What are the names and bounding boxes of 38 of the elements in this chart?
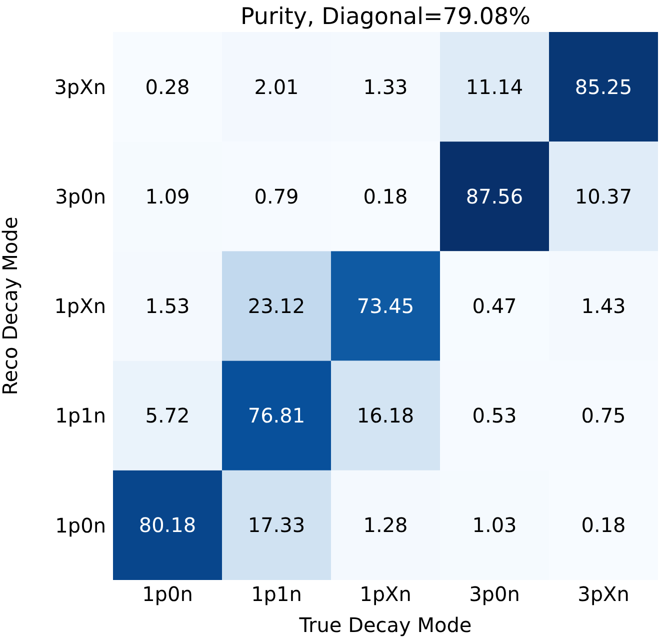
data-label: 0.28 — [145, 74, 190, 99]
data-label: 1.53 — [145, 294, 190, 318]
x-tick-label: 3p0n — [469, 582, 520, 606]
data-label: 5.72 — [145, 404, 190, 428]
y-tick-label: 1p1n — [55, 404, 106, 428]
x-tick-label: 1p1n — [251, 582, 302, 606]
data-label: 1.09 — [145, 184, 190, 208]
data-label: 1.28 — [363, 513, 408, 538]
chart-title: Purity, Diagonal=79.08% — [239, 4, 532, 30]
data-label: 76.81 — [248, 404, 306, 428]
y-tick-label: 3p0n — [55, 184, 106, 208]
data-label: 0.53 — [472, 404, 517, 428]
data-label: 85.25 — [574, 74, 632, 99]
y-tick-label: 1pXn — [54, 294, 106, 318]
data-label: 16.18 — [356, 404, 414, 428]
x-tick-label: 1p0n — [142, 582, 193, 606]
data-label: 1.33 — [363, 74, 408, 99]
y-tick-label: 1p0n — [55, 513, 106, 538]
data-label: 0.18 — [363, 184, 408, 208]
x-tick-label: 3pXn — [578, 582, 630, 606]
x-tick-label: 1pXn — [360, 582, 412, 606]
data-label: 80.18 — [138, 513, 196, 538]
data-label: 0.47 — [472, 294, 517, 318]
data-label: 0.18 — [581, 513, 626, 538]
data-label: 1.43 — [581, 294, 626, 318]
y-axis-title: Reco Decay Mode — [0, 216, 22, 396]
x-axis-title: True Decay Mode — [298, 613, 472, 637]
data-label: 2.01 — [254, 74, 299, 99]
data-label: 1.03 — [472, 513, 517, 538]
data-label: 0.75 — [581, 404, 626, 428]
data-label: 11.14 — [466, 74, 524, 99]
data-label: 23.12 — [248, 294, 306, 318]
data-label: 0.79 — [254, 184, 299, 208]
data-label: 17.33 — [248, 513, 306, 538]
data-label: 10.37 — [574, 184, 632, 208]
data-label: 73.45 — [356, 294, 414, 318]
data-label: 87.56 — [466, 184, 524, 208]
y-tick-label: 3pXn — [54, 74, 106, 99]
